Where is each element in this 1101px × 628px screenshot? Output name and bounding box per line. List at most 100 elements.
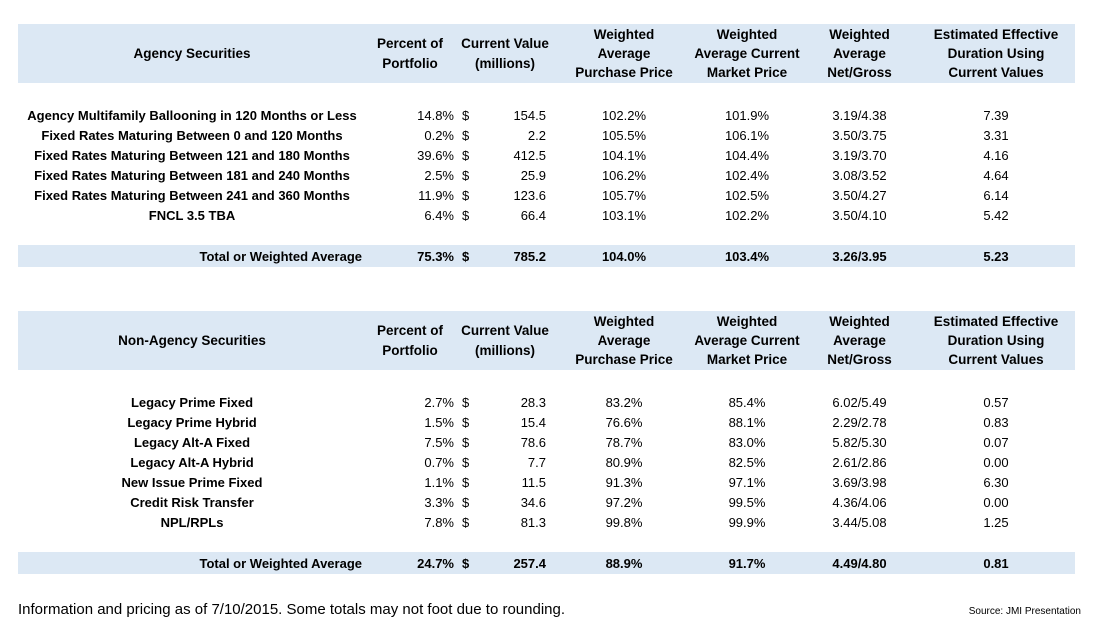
row-label: Fixed Rates Maturing Between 181 and 240… [34,167,350,183]
current-value-cell: $123.6 [454,185,556,205]
currency-symbol: $ [462,127,470,143]
row-label: Legacy Alt-A Hybrid [130,454,254,470]
current-value-cell: $78.6 [454,432,556,452]
row-label: FNCL 3.5 TBA [148,207,236,223]
purchase-price-cell: 88.9% [556,552,692,574]
duration-cell: 6.30 [983,474,1009,490]
current-value-cell: $11.5 [454,472,556,492]
purchase-price-cell: 76.6% [605,414,643,430]
market-price-cell: 102.2% [724,207,770,223]
market-price-cell: 83.0% [728,434,766,450]
non-agency-total-row: Total or Weighted Average 24.7% $257.4 8… [18,552,1075,574]
net-gross-cell: 6.02/5.49 [832,394,887,410]
purchase-price-cell: 97.2% [605,494,643,510]
percent-cell: 1.5% [424,414,454,430]
purchase-price-cell: 80.9% [605,454,643,470]
agency-header-row: Agency Securities Percent of Portfolio C… [18,24,1075,83]
currency-symbol: $ [462,207,470,223]
percent-cell: 11.9% [418,187,454,203]
market-price-cell: 102.5% [724,187,770,203]
duration-cell: 4.16 [983,147,1009,163]
row-label: NPL/RPLs [160,514,224,530]
purchase-price-cell: 78.7% [605,434,643,450]
purchase-price-cell: 83.2% [605,394,643,410]
value-amount: 11.5 [521,474,546,490]
col-header-percent-of-portfolio: Percent of Portfolio [366,24,454,83]
net-gross-cell: 3.50/3.75 [832,127,887,143]
market-price-cell: 88.1% [728,414,766,430]
currency-symbol: $ [462,494,470,510]
pricing-disclaimer-note: Information and pricing as of 7/10/2015.… [18,601,566,618]
currency-symbol: $ [462,107,470,123]
market-price-cell: 91.7% [692,552,802,574]
current-value-cell: $15.4 [454,412,556,432]
col-header-percent-of-portfolio: Percent of Portfolio [366,311,454,370]
row-label: Legacy Alt-A Fixed [133,434,251,450]
col-header-est-effective-duration: Estimated Effective Duration Using Curre… [917,24,1075,83]
col-header-wa-net-gross: Weighted Average Net/Gross [802,24,917,83]
duration-cell: 1.25 [983,514,1009,530]
value-amount: 257.4 [513,555,546,571]
purchase-price-cell: 102.2% [601,107,647,123]
col-header-est-effective-duration: Estimated Effective Duration Using Curre… [917,311,1075,370]
table-row: Credit Risk Transfer 3.3% $34.6 97.2% 99… [18,492,1075,512]
value-amount: 15.4 [520,414,546,430]
current-value-cell: $66.4 [454,205,556,225]
table-row: Legacy Alt-A Fixed 7.5% $78.6 78.7% 83.0… [18,432,1075,452]
market-price-cell: 101.9% [724,107,770,123]
market-price-cell: 104.4% [724,147,770,163]
value-amount: 34.6 [520,494,546,510]
value-amount: 123.6 [513,187,546,203]
net-gross-cell: 4.49/4.80 [802,552,917,574]
current-value-cell: $2.2 [454,125,556,145]
row-label: Fixed Rates Maturing Between 241 and 360… [34,187,350,203]
spacer-row [18,225,1075,245]
col-header-wa-purchase-price: Weighted Average Purchase Price [556,311,692,370]
purchase-price-cell: 103.1% [601,207,647,223]
table-row: Fixed Rates Maturing Between 121 and 180… [18,145,1075,165]
row-label: Legacy Prime Fixed [130,394,254,410]
net-gross-cell: 3.26/3.95 [802,245,917,267]
currency-symbol: $ [462,187,470,203]
table-row: Agency Multifamily Ballooning in 120 Mon… [18,105,1075,125]
duration-cell: 3.31 [983,127,1009,143]
value-amount: 25.9 [520,167,546,183]
table-row: FNCL 3.5 TBA 6.4% $66.4 103.1% 102.2% 3.… [18,205,1075,225]
market-price-cell: 99.5% [728,494,766,510]
row-label: New Issue Prime Fixed [121,474,263,490]
percent-cell: 7.5% [424,434,454,450]
percent-cell: 75.3% [366,245,454,267]
total-label: Total or Weighted Average [18,552,366,574]
non-agency-header-row: Non-Agency Securities Percent of Portfol… [18,311,1075,370]
duration-cell: 7.39 [983,107,1009,123]
table-row: Fixed Rates Maturing Between 241 and 360… [18,185,1075,205]
agency-securities-table: Agency Securities Percent of Portfolio C… [18,24,1075,267]
currency-symbol: $ [462,414,470,430]
duration-cell: 5.23 [917,245,1075,267]
market-price-cell: 85.4% [728,394,766,410]
currency-symbol: $ [462,147,470,163]
spacer-row [18,532,1075,552]
current-value-cell: $7.7 [454,452,556,472]
net-gross-cell: 3.50/4.10 [832,207,887,223]
row-label: Legacy Prime Hybrid [127,414,257,430]
percent-cell: 2.5% [424,167,454,183]
current-value-cell: $412.5 [454,145,556,165]
spacer-row [18,370,1075,392]
percent-cell: 14.8% [417,107,454,123]
market-price-cell: 99.9% [728,514,766,530]
footer: Information and pricing as of 7/10/2015.… [18,601,1081,618]
currency-symbol: $ [462,248,470,264]
percent-cell: 24.7% [366,552,454,574]
table-row: Legacy Prime Hybrid 1.5% $15.4 76.6% 88.… [18,412,1075,432]
currency-symbol: $ [462,167,470,183]
purchase-price-cell: 106.2% [601,167,647,183]
market-price-cell: 103.4% [692,245,802,267]
table-row: Legacy Prime Fixed 2.7% $28.3 83.2% 85.4… [18,392,1075,412]
duration-cell: 0.00 [983,494,1009,510]
value-amount: 81.3 [520,514,546,530]
percent-cell: 39.6% [417,147,454,163]
currency-symbol: $ [462,514,470,530]
col-header-wa-current-market-price: Weighted Average Current Market Price [692,24,802,83]
row-label: Agency Multifamily Ballooning in 120 Mon… [27,107,357,123]
